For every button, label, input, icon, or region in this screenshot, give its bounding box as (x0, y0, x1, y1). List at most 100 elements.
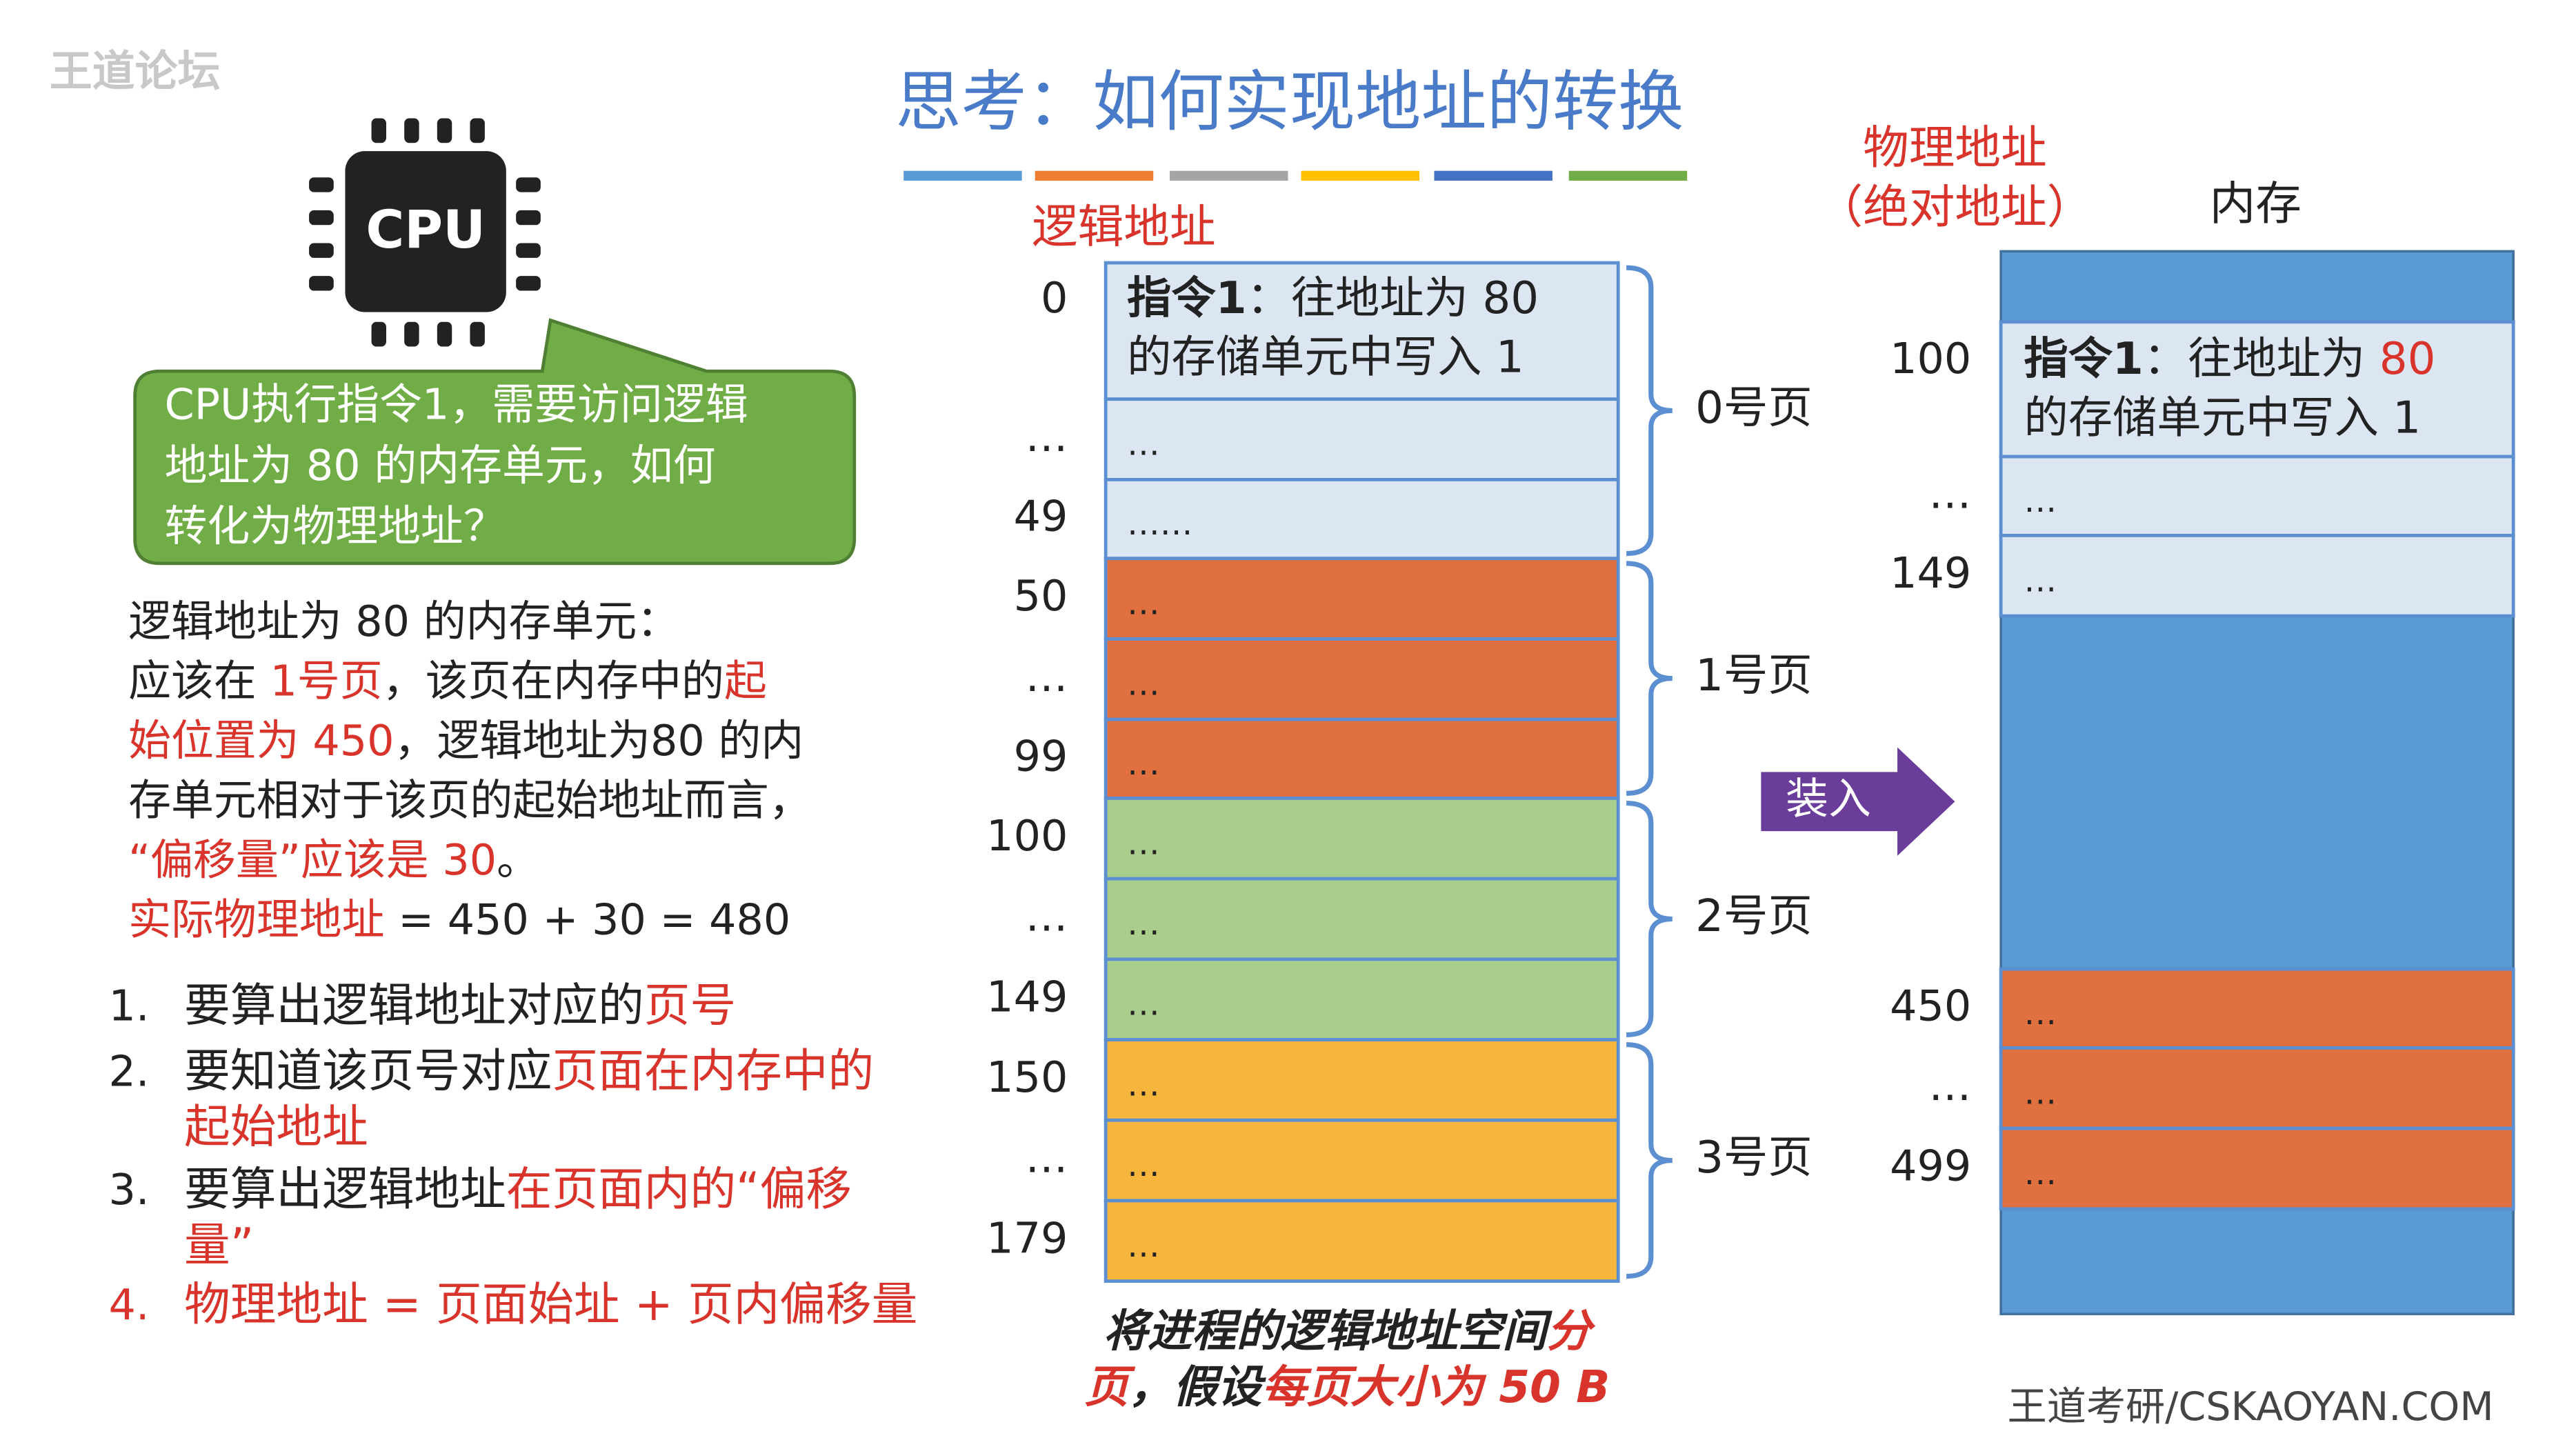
text-segment: ：往地址为 80 (1246, 272, 1539, 323)
text-line: … (1127, 745, 1160, 783)
text-segment: 逻辑地址为 80 的内存单元： (128, 597, 679, 646)
text-line: … (2024, 1074, 2057, 1112)
text-line: 要算出逻辑地址对应的页号 (184, 978, 736, 1032)
title-bar (1301, 170, 1420, 181)
text-segment: … (2024, 1074, 2057, 1112)
text-segment: ，假设 (1129, 1361, 1267, 1412)
physical-address: 450 (1890, 981, 1971, 1030)
chip (345, 151, 506, 312)
text-segment: 指令1 (1127, 272, 1246, 323)
text-segment: … (1127, 824, 1160, 862)
title-bar (1170, 170, 1288, 181)
text-segment: … (1127, 585, 1160, 623)
logical-cell (1104, 1199, 1620, 1283)
bubble-line: 转化为物理地址？ (164, 501, 506, 551)
logical-address: 99 (1014, 731, 1068, 781)
physical-heading: 物理地址 (1863, 121, 2047, 174)
physical-address: 499 (1890, 1141, 1971, 1191)
text-segment: … (1127, 745, 1160, 783)
text-segment: … (2024, 561, 2057, 599)
text-segment: 实际物理地址 (128, 895, 384, 944)
step-number: 4. (109, 1280, 150, 1330)
logical-cell (1104, 557, 1620, 641)
text-segment: 将进程的逻辑地址空间 (1104, 1305, 1553, 1357)
memory-cell (1999, 1126, 2515, 1211)
logical-address: 50 (1014, 571, 1068, 621)
physical-address: 149 (1890, 548, 1971, 598)
text-line: 将进程的逻辑地址空间分 (1104, 1305, 1596, 1357)
text-line: …… (1127, 505, 1192, 543)
text-line: 逻辑地址为 80 的内存单元： (128, 597, 679, 646)
memory-cell (1999, 320, 2515, 459)
text-segment: … (1127, 1146, 1160, 1184)
text-line: 起始地址 (184, 1100, 368, 1154)
page-label: 3号页 (1695, 1132, 1813, 1183)
text-line: 始位置为 450，逻辑地址为80 的内 (128, 716, 803, 766)
text-segment: 分 (1547, 1305, 1596, 1357)
step-number: 2. (109, 1047, 150, 1097)
text-segment: = 450 + 30 = 480 (385, 895, 791, 944)
text-line: … (1127, 1146, 1160, 1184)
logical-cell (1104, 1118, 1620, 1203)
text-segment: … (1127, 1227, 1160, 1265)
memory-cell (1999, 534, 2515, 618)
footer: 王道考研/CSKAOYAN.COM (2008, 1384, 2494, 1429)
text-segment: … (1127, 986, 1160, 1023)
text-line: 指令1：往地址为 80 (1127, 272, 1539, 323)
text-segment: 指令1 (2024, 333, 2143, 385)
text-line: … (1127, 905, 1160, 943)
logical-cell (1104, 261, 1620, 401)
page-label: 1号页 (1695, 650, 1813, 701)
logical-address: 100 (986, 811, 1068, 861)
text-segment: 应该在 (128, 657, 270, 706)
text-line: “偏移量”应该是 30。 (128, 835, 539, 885)
physical-address: … (1928, 468, 1971, 518)
text-line: … (1127, 426, 1160, 463)
page-label: 0号页 (1695, 382, 1813, 434)
logical-address: 150 (986, 1052, 1068, 1102)
logical-address: 49 (1014, 492, 1068, 541)
text-line: … (2024, 995, 2057, 1032)
text-segment: 每页大小为 50 B (1261, 1361, 1610, 1412)
cpu-icon: CPU (309, 118, 541, 347)
text-line: … (1127, 665, 1160, 703)
text-segment: … (1127, 665, 1160, 703)
logical-cell (1104, 637, 1620, 721)
watermark: 王道论坛 (50, 46, 221, 96)
text-line: 页，假设每页大小为 50 B (1084, 1361, 1610, 1412)
bubble-line: CPU执行指令1，需要访问逻辑 (164, 380, 748, 430)
title-bar (1568, 170, 1688, 181)
logical-cell (1104, 478, 1620, 561)
text-line: … (1127, 986, 1160, 1023)
text-segment: 页 (1084, 1361, 1136, 1412)
text-line: 物理地址 = 页面始址 + 页内偏移量 (184, 1277, 917, 1331)
logical-address: 179 (986, 1213, 1068, 1263)
page-label: 2号页 (1695, 890, 1813, 942)
logical-address: … (1025, 892, 1068, 941)
physical-address: 100 (1890, 334, 1971, 383)
text-line: … (2024, 561, 2057, 599)
text-line: … (2024, 1155, 2057, 1192)
logical-address: 0 (1041, 273, 1068, 323)
text-segment: 的存储单元中写入 1 (2024, 392, 2421, 443)
text-line: … (1127, 585, 1160, 623)
logical-address: 149 (986, 972, 1068, 1021)
text-segment: 。 (497, 835, 539, 885)
text-segment: 起始地址 (184, 1100, 368, 1154)
text-line: … (1127, 824, 1160, 862)
text-line: 实际物理地址 = 450 + 30 = 480 (128, 895, 790, 944)
memory-cell (1999, 454, 2515, 537)
speech-bubble (133, 318, 857, 566)
text-segment: “偏移量”应该是 30 (128, 835, 497, 885)
text-segment: … (1127, 1066, 1160, 1103)
cpu-label: CPU (366, 199, 486, 260)
text-line: 存单元相对于该页的起始地址而言， (128, 775, 812, 825)
text-segment: 页号 (644, 978, 736, 1032)
logical-cell (1104, 877, 1620, 961)
logical-cell (1104, 397, 1620, 481)
logical-heading: 逻辑地址 (1032, 199, 1216, 253)
text-segment: … (1127, 426, 1160, 463)
title-bar (1434, 170, 1552, 181)
